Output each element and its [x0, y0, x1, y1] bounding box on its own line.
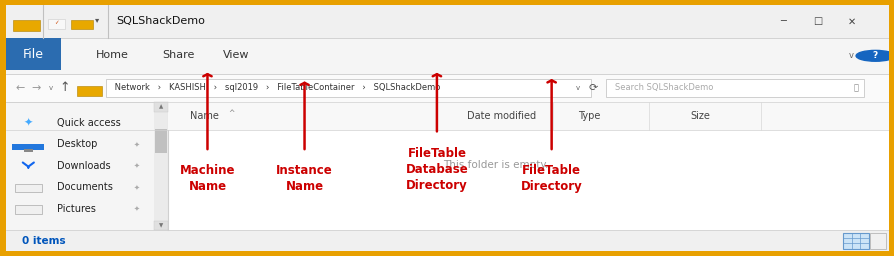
Text: FileTable
Directory: FileTable Directory: [520, 164, 582, 193]
Text: Network   ›   KASHISH   ›   sql2019   ›   FileTableContainer   ›   SQLShackDemo: Network › KASHISH › sql2019 › FileTableC…: [112, 83, 440, 92]
FancyBboxPatch shape: [15, 205, 41, 214]
Text: Desktop: Desktop: [57, 139, 97, 149]
FancyBboxPatch shape: [6, 38, 888, 74]
Text: v: v: [48, 85, 53, 91]
FancyBboxPatch shape: [842, 233, 868, 249]
Text: □: □: [813, 16, 822, 26]
FancyBboxPatch shape: [13, 20, 39, 31]
Text: ▾: ▾: [95, 16, 99, 25]
Circle shape: [856, 50, 894, 61]
FancyBboxPatch shape: [105, 79, 591, 97]
FancyBboxPatch shape: [605, 79, 863, 97]
FancyBboxPatch shape: [869, 233, 885, 249]
Text: Machine
Name: Machine Name: [180, 164, 235, 193]
Text: ✦: ✦: [134, 206, 139, 212]
Text: ?: ?: [872, 51, 877, 60]
Text: Name: Name: [190, 111, 218, 121]
Text: File: File: [23, 48, 44, 61]
Text: ^: ^: [228, 109, 234, 118]
Text: ⟳: ⟳: [587, 83, 597, 93]
Text: Share: Share: [162, 50, 194, 60]
Text: Home: Home: [96, 50, 129, 60]
Text: Size: Size: [689, 111, 709, 121]
Text: ←: ←: [16, 83, 25, 93]
Text: 🔍: 🔍: [853, 83, 857, 92]
Text: ▲: ▲: [158, 104, 163, 110]
Text: Type: Type: [578, 111, 600, 121]
FancyBboxPatch shape: [6, 230, 888, 251]
FancyBboxPatch shape: [6, 74, 888, 102]
FancyBboxPatch shape: [6, 38, 61, 70]
Text: ✦: ✦: [134, 163, 139, 169]
Text: SQLShackDemo: SQLShackDemo: [116, 16, 206, 26]
Text: Quick access: Quick access: [57, 118, 121, 128]
Text: ↑: ↑: [59, 81, 70, 94]
Text: ─: ─: [779, 16, 785, 26]
Text: ✦: ✦: [23, 118, 33, 128]
FancyBboxPatch shape: [167, 102, 888, 131]
FancyBboxPatch shape: [167, 131, 888, 230]
FancyBboxPatch shape: [155, 129, 166, 153]
Text: FileTable
Database
Directory: FileTable Database Directory: [405, 147, 468, 193]
Text: View: View: [223, 50, 249, 60]
Text: 0 items: 0 items: [22, 236, 65, 246]
Text: Date modified: Date modified: [467, 111, 536, 121]
FancyBboxPatch shape: [15, 184, 41, 192]
Text: Search SQLShackDemo: Search SQLShackDemo: [614, 83, 713, 92]
Text: ✦: ✦: [134, 141, 139, 147]
FancyBboxPatch shape: [77, 86, 101, 96]
Text: v: v: [848, 51, 853, 60]
FancyBboxPatch shape: [154, 221, 167, 230]
FancyBboxPatch shape: [154, 102, 167, 230]
Text: ✓: ✓: [55, 20, 59, 25]
Text: Pictures: Pictures: [57, 204, 97, 214]
Text: ✕: ✕: [847, 16, 855, 26]
FancyBboxPatch shape: [6, 102, 167, 230]
FancyBboxPatch shape: [71, 20, 93, 29]
FancyBboxPatch shape: [6, 5, 888, 38]
Text: Instance
Name: Instance Name: [276, 164, 333, 193]
FancyBboxPatch shape: [6, 5, 888, 251]
Text: This folder is empty.: This folder is empty.: [443, 161, 548, 170]
Text: Documents: Documents: [57, 182, 114, 192]
Text: Downloads: Downloads: [57, 161, 111, 171]
FancyBboxPatch shape: [47, 19, 65, 29]
Text: v: v: [576, 85, 579, 91]
FancyBboxPatch shape: [154, 102, 167, 112]
Text: →: →: [31, 83, 41, 93]
FancyBboxPatch shape: [13, 144, 44, 150]
Text: ✦: ✦: [134, 184, 139, 190]
FancyBboxPatch shape: [24, 149, 33, 152]
Text: ▼: ▼: [158, 223, 163, 228]
